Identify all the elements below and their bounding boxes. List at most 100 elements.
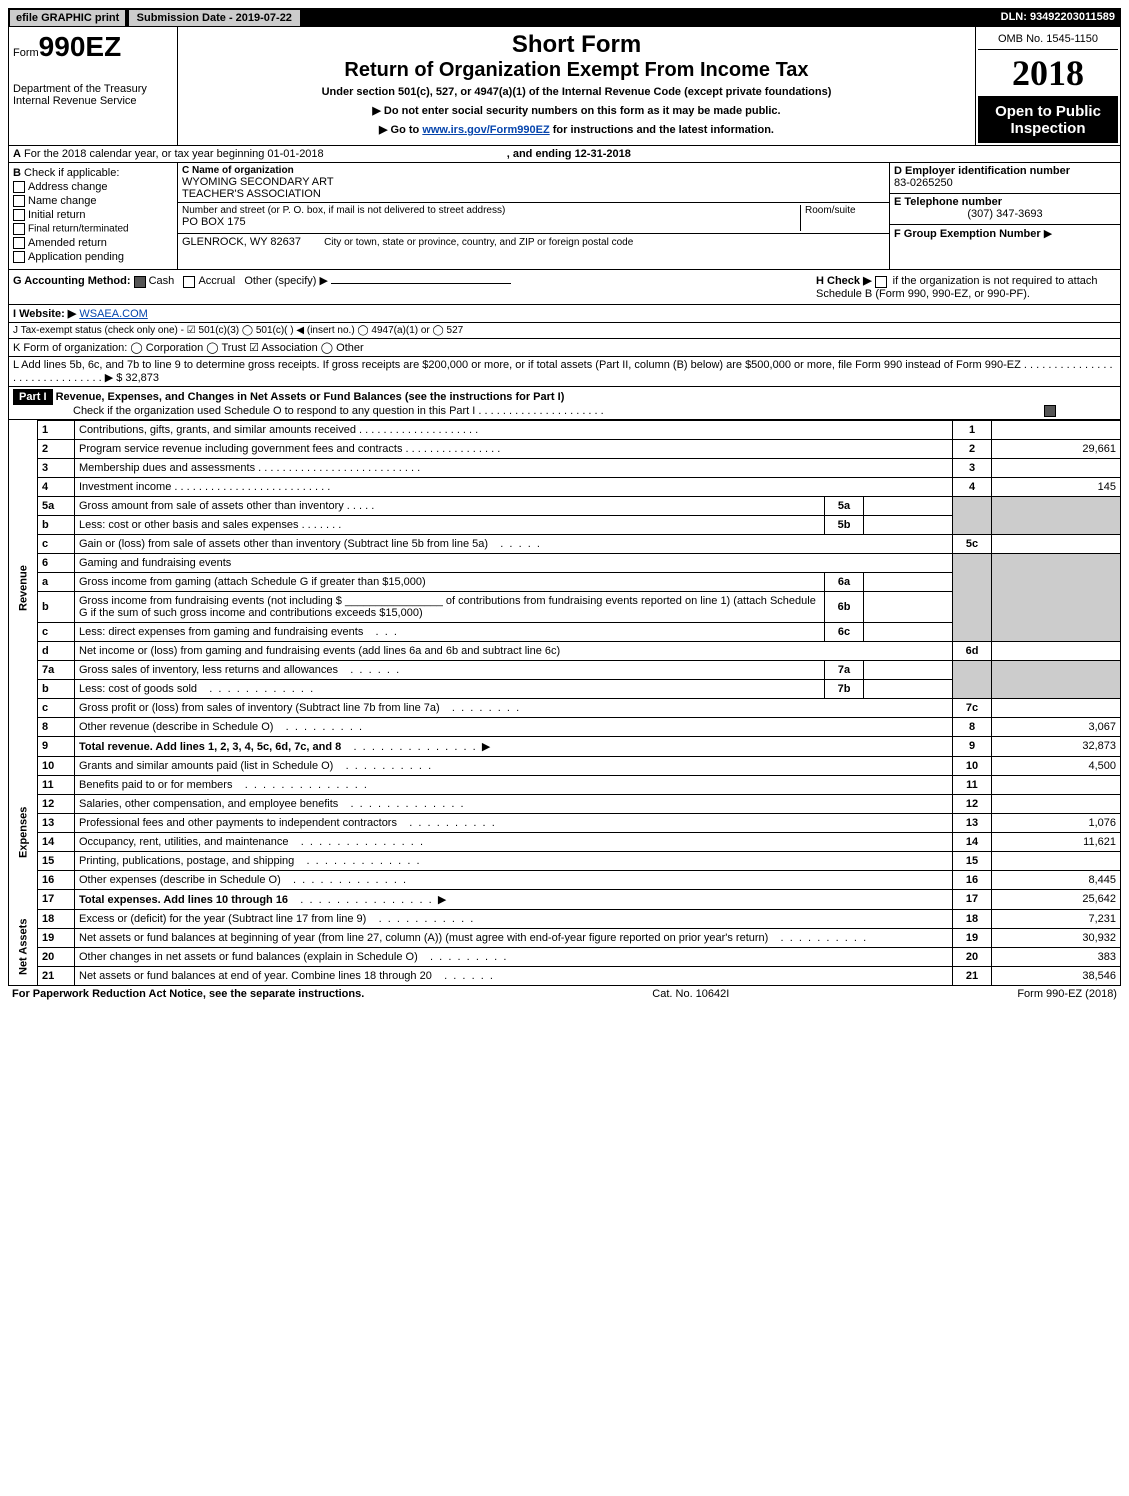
checkbox-accrual[interactable] <box>183 276 195 288</box>
l5ab-grey <box>953 496 992 534</box>
row-a: A For the 2018 calendar year, or tax yea… <box>8 146 1121 163</box>
org-city: GLENROCK, WY 82637 <box>182 236 301 248</box>
row-j: J Tax-exempt status (check only one) - ☑… <box>8 323 1121 339</box>
l4-n: 4 <box>38 477 75 496</box>
dept-treasury: Department of the Treasury <box>13 83 173 95</box>
l6d-n: d <box>38 641 75 660</box>
l13-d: Professional fees and other payments to … <box>75 813 953 832</box>
l21-desc-text: Net assets or fund balances at end of ye… <box>79 970 432 982</box>
l9-desc-text: Total revenue. Add lines 1, 2, 3, 4, 5c,… <box>79 741 341 753</box>
l1-c: 1 <box>953 420 992 439</box>
line-3: 3 Membership dues and assessments . . . … <box>9 458 1121 477</box>
l6a-n: a <box>38 572 75 591</box>
checkbox-name-change[interactable] <box>13 195 25 207</box>
checkbox-final-return[interactable] <box>13 223 25 235</box>
l19-a: 30,932 <box>992 928 1121 947</box>
g-cash: Cash <box>149 275 175 287</box>
l7a-n: 7a <box>38 660 75 679</box>
l14-desc-text: Occupancy, rent, utilities, and maintena… <box>79 836 289 848</box>
l2-n: 2 <box>38 439 75 458</box>
l5b-sc: 5b <box>825 515 864 534</box>
org-name-1: WYOMING SECONDARY ART <box>182 176 885 188</box>
l2-d: Program service revenue including govern… <box>75 439 953 458</box>
l20-c: 20 <box>953 947 992 966</box>
irs-label: Internal Revenue Service <box>13 95 173 107</box>
row-a-ending: , and ending 12-31-2018 <box>507 148 631 160</box>
l13-a: 1,076 <box>992 813 1121 832</box>
form-990ez-label: Form990EZ <box>13 31 173 63</box>
netassets-sidelabel: Net Assets <box>9 909 38 985</box>
goto-link[interactable]: www.irs.gov/Form990EZ <box>422 124 549 136</box>
goto-prefix: ▶ Go to <box>379 124 422 136</box>
b-application-pending: Application pending <box>28 251 124 263</box>
l18-c: 18 <box>953 909 992 928</box>
line-5a: 5a Gross amount from sale of assets othe… <box>9 496 1121 515</box>
line-14: 14 Occupancy, rent, utilities, and maint… <box>9 832 1121 851</box>
under-section: Under section 501(c), 527, or 4947(a)(1)… <box>182 86 971 98</box>
form-prefix: Form <box>13 47 39 59</box>
l7a-d: Gross sales of inventory, less returns a… <box>75 660 825 679</box>
row-a-letter: A <box>13 148 21 160</box>
row-a-text: For the 2018 calendar year, or tax year … <box>24 148 324 160</box>
checkbox-initial-return[interactable] <box>13 209 25 221</box>
l11-c: 11 <box>953 775 992 794</box>
l1-a <box>992 420 1121 439</box>
l19-d: Net assets or fund balances at beginning… <box>75 928 953 947</box>
checkbox-amended-return[interactable] <box>13 237 25 249</box>
l21-n: 21 <box>38 966 75 985</box>
checkbox-schedule-o[interactable] <box>1044 405 1056 417</box>
form-center: Short Form Return of Organization Exempt… <box>178 27 975 145</box>
form-left: Form990EZ Department of the Treasury Int… <box>9 27 178 145</box>
line-17: 17 Total expenses. Add lines 10 through … <box>9 889 1121 909</box>
l10-n: 10 <box>38 756 75 775</box>
l6c-sv <box>864 622 953 641</box>
form-right: OMB No. 1545-1150 2018 Open to Public In… <box>975 27 1120 145</box>
l2-desc-text: Program service revenue including govern… <box>79 443 402 455</box>
l7-grey-a <box>992 660 1121 698</box>
l4-desc-text: Investment income <box>79 481 171 493</box>
d-label: D Employer identification number <box>894 165 1070 177</box>
l6c-d: Less: direct expenses from gaming and fu… <box>75 622 825 641</box>
c-label: C Name of organization <box>182 165 294 176</box>
l7a-sc: 7a <box>825 660 864 679</box>
l5b-d: Less: cost or other basis and sales expe… <box>75 515 825 534</box>
line-7c: c Gross profit or (loss) from sales of i… <box>9 698 1121 717</box>
checkbox-cash[interactable] <box>134 276 146 288</box>
l20-d: Other changes in net assets or fund bala… <box>75 947 953 966</box>
l8-c: 8 <box>953 717 992 736</box>
website-link[interactable]: WSAEA.COM <box>79 308 147 320</box>
l15-a <box>992 851 1121 870</box>
checkbox-address-change[interactable] <box>13 181 25 193</box>
l15-d: Printing, publications, postage, and shi… <box>75 851 953 870</box>
l17-a: 25,642 <box>992 889 1121 909</box>
l6a-sc: 6a <box>825 572 864 591</box>
l9-n: 9 <box>38 736 75 756</box>
l10-desc-text: Grants and similar amounts paid (list in… <box>79 760 333 772</box>
l7b-d: Less: cost of goods sold . . . . . . . .… <box>75 679 825 698</box>
l3-desc-text: Membership dues and assessments <box>79 462 255 474</box>
checkbox-application-pending[interactable] <box>13 251 25 263</box>
l8-desc-text: Other revenue (describe in Schedule O) <box>79 721 273 733</box>
tax-year: 2018 <box>978 50 1118 97</box>
l10-d: Grants and similar amounts paid (list in… <box>75 756 953 775</box>
l6c-desc-text: Less: direct expenses from gaming and fu… <box>79 626 363 638</box>
l5ab-grey-a <box>992 496 1121 534</box>
l5c-c: 5c <box>953 534 992 553</box>
l15-c: 15 <box>953 851 992 870</box>
l6b-n: b <box>38 591 75 622</box>
l3-d: Membership dues and assessments . . . . … <box>75 458 953 477</box>
city-label: City or town, state or province, country… <box>324 237 633 248</box>
checkbox-h[interactable] <box>875 276 887 288</box>
l3-a <box>992 458 1121 477</box>
l15-desc-text: Printing, publications, postage, and shi… <box>79 855 294 867</box>
part-i-title: Revenue, Expenses, and Changes in Net As… <box>56 391 565 403</box>
e-phone: (307) 347-3693 <box>894 208 1116 220</box>
l21-c: 21 <box>953 966 992 985</box>
dln-label: DLN: 93492203011589 <box>1001 11 1119 23</box>
part-i-header-row: Part I Revenue, Expenses, and Changes in… <box>8 387 1121 420</box>
donot-line: ▶ Do not enter social security numbers o… <box>182 104 971 117</box>
line-13: 13 Professional fees and other payments … <box>9 813 1121 832</box>
part-i-sub: Check if the organization used Schedule … <box>73 405 475 417</box>
l1-desc-text: Contributions, gifts, grants, and simila… <box>79 424 356 436</box>
footer-left: For Paperwork Reduction Act Notice, see … <box>12 988 364 1000</box>
